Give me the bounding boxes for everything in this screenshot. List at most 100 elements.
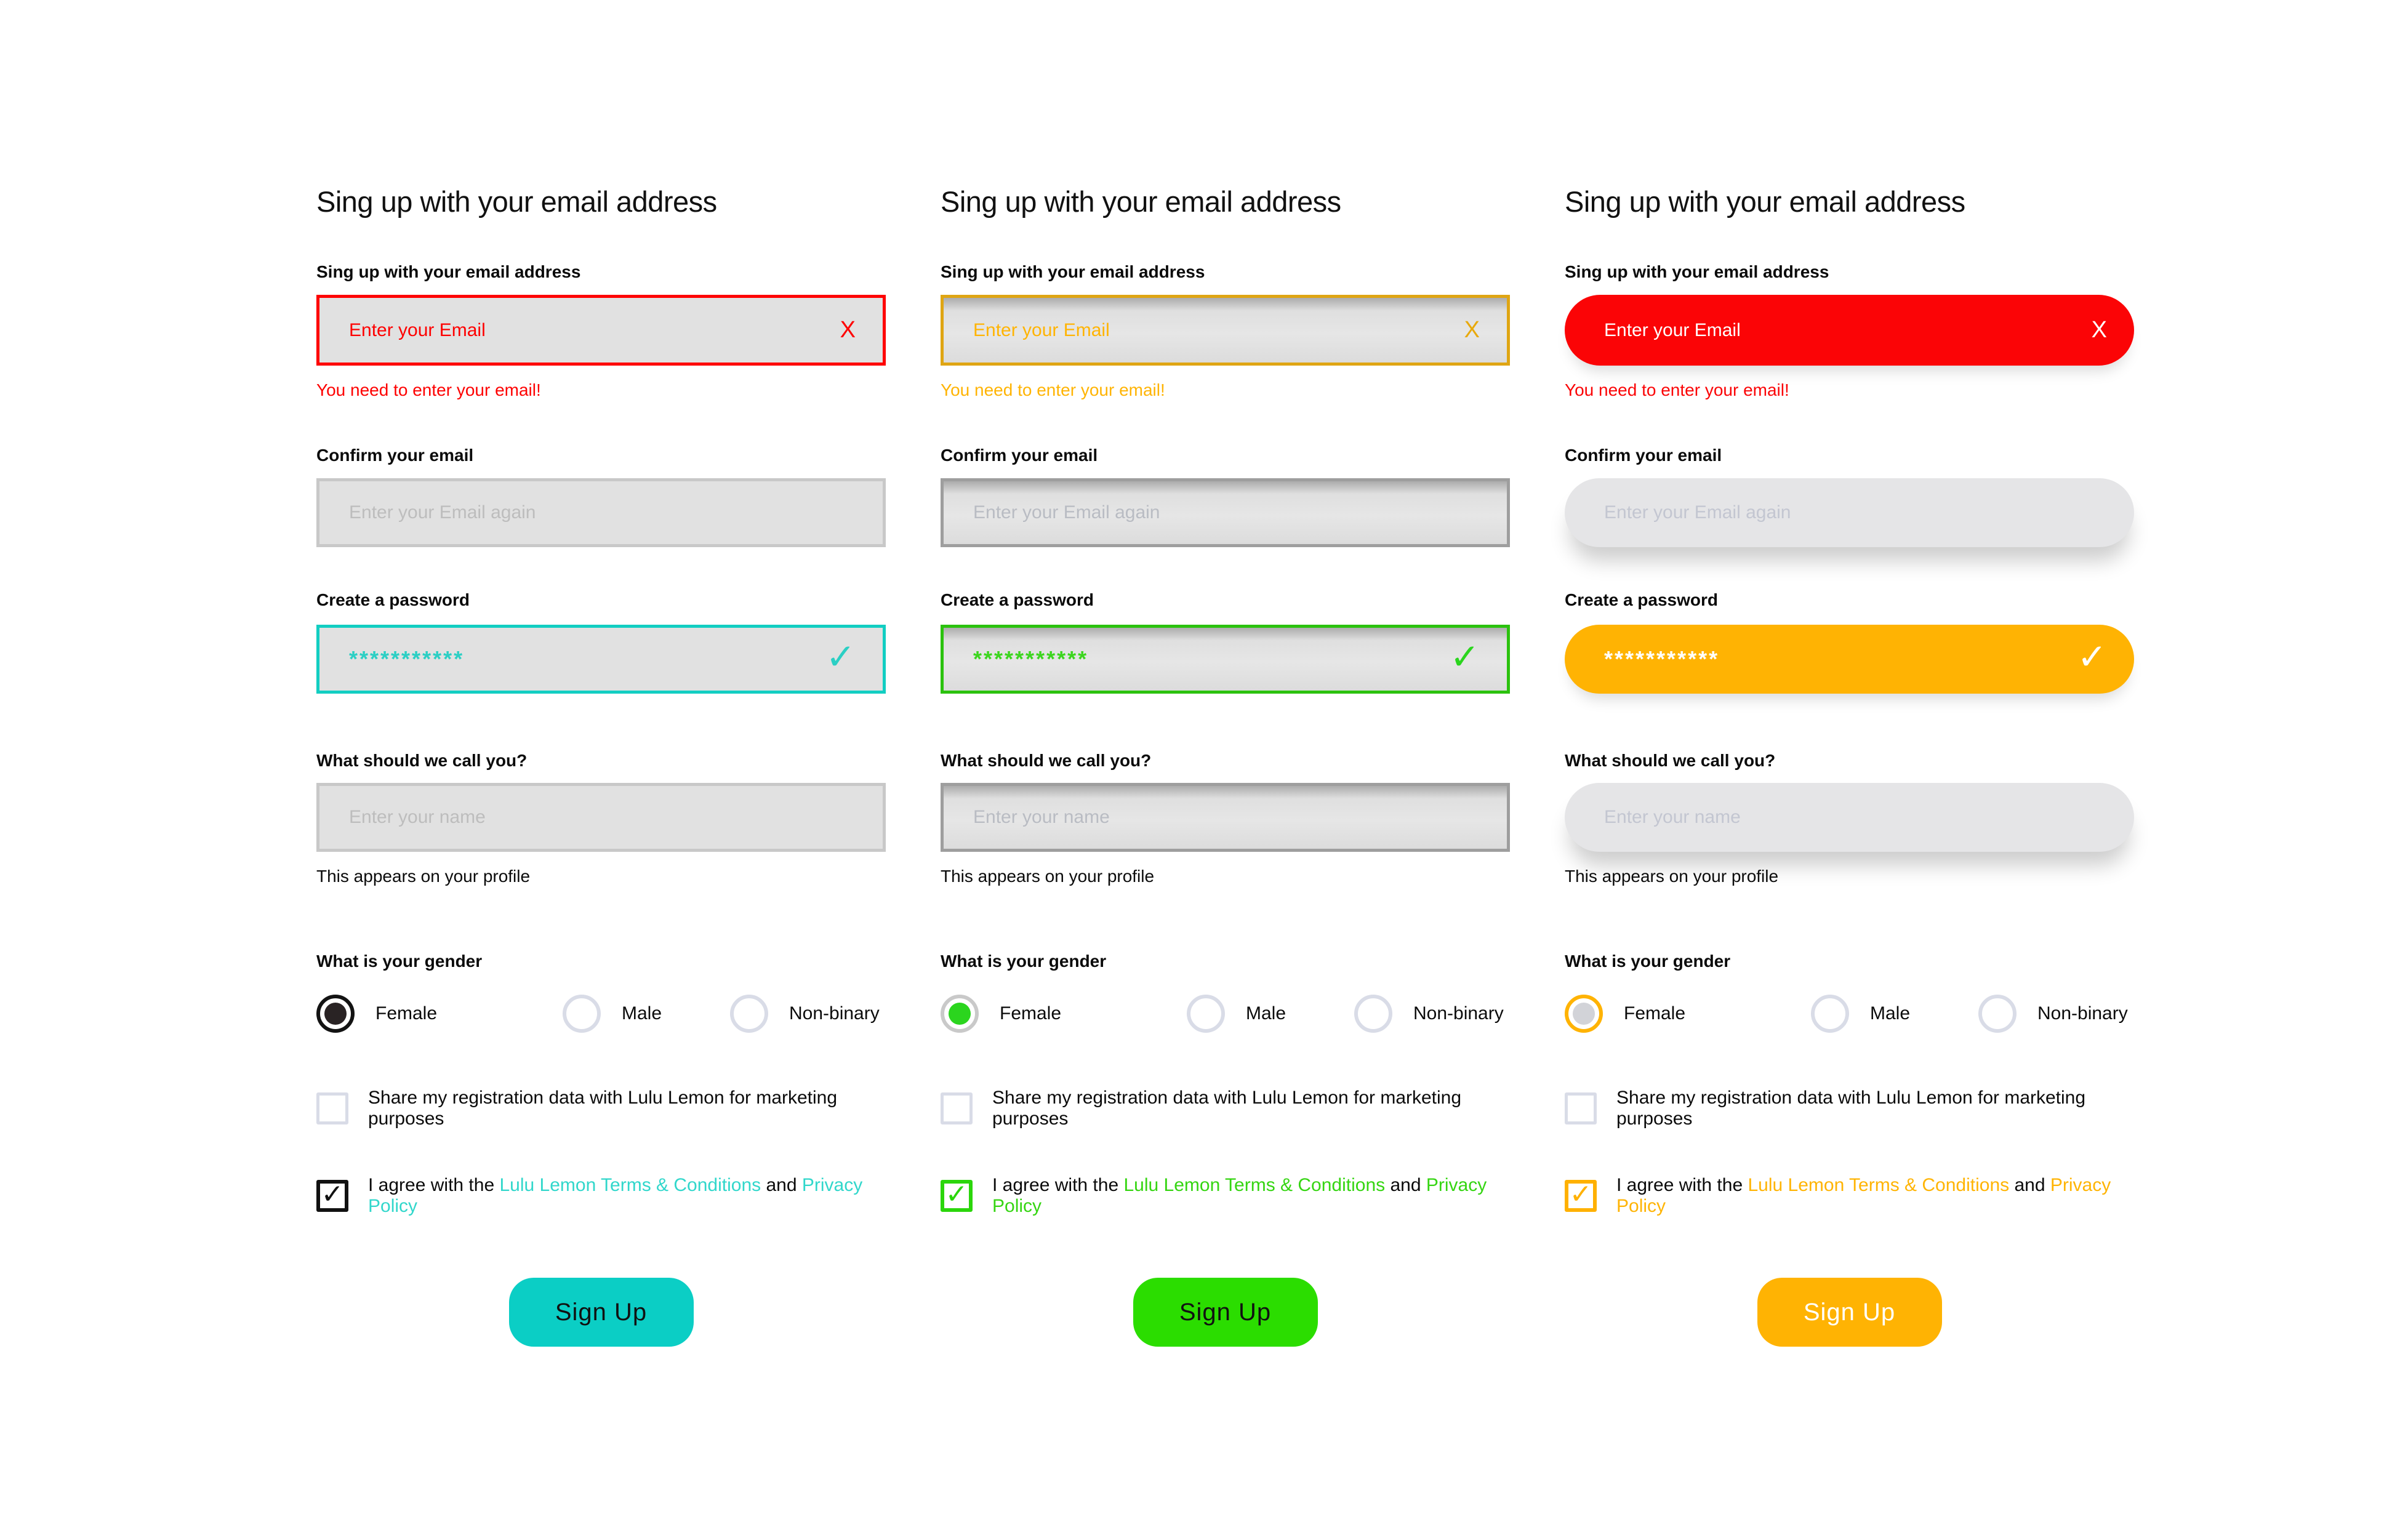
radio-button-icon: [1811, 995, 1849, 1033]
password-label: Create a password: [1565, 590, 1718, 609]
email-label: Sing up with your email address: [941, 262, 1205, 281]
gender-label: What is your gender: [1565, 952, 1731, 971]
share-data-row: ✓ Share my registration data with Lulu L…: [316, 1088, 886, 1129]
radio-button-icon: [1565, 995, 1603, 1033]
email-input[interactable]: Enter your Email X: [1565, 295, 2134, 366]
page-title: Sing up with your email address: [941, 185, 1341, 218]
radio-button-icon: [941, 995, 979, 1033]
gender-radio-male[interactable]: Male: [1187, 995, 1354, 1033]
terms-conditions-link[interactable]: Lulu Lemon Terms & Conditions: [1123, 1175, 1386, 1195]
gender-option-label: Non-binary: [2037, 1003, 2128, 1024]
email-input[interactable]: Enter your Email X: [941, 295, 1510, 366]
gender-option-label: Female: [1000, 1003, 1062, 1024]
name-input[interactable]: Enter your name: [316, 783, 886, 852]
agree-prefix: I agree with the: [368, 1175, 500, 1195]
radio-button-icon: [563, 995, 601, 1033]
password-input[interactable]: *********** ✓: [1565, 625, 2134, 694]
button-row: Sign Up: [316, 1278, 886, 1347]
email-input[interactable]: Enter your Email X: [316, 295, 886, 366]
agree-terms-text: I agree with the Lulu Lemon Terms & Cond…: [368, 1175, 886, 1217]
confirm-email-label: Confirm your email: [1565, 446, 1722, 465]
agree-terms-checkbox[interactable]: ✓: [941, 1180, 973, 1212]
signup-form-column: Sing up with your email address Sing up …: [316, 185, 886, 1347]
sign-up-button[interactable]: Sign Up: [1133, 1278, 1318, 1347]
name-helper-text: This appears on your profile: [941, 867, 1155, 886]
email-placeholder: Enter your Email: [1604, 319, 1741, 340]
gender-radio-female[interactable]: Female: [941, 995, 1187, 1033]
agree-terms-row: ✓ I agree with the Lulu Lemon Terms & Co…: [941, 1175, 1510, 1216]
name-input[interactable]: Enter your name: [1565, 783, 2134, 852]
sign-up-button[interactable]: Sign Up: [508, 1278, 694, 1347]
sign-up-button[interactable]: Sign Up: [1757, 1278, 1942, 1347]
radio-button-icon: [1187, 995, 1225, 1033]
gender-radio-female[interactable]: Female: [316, 995, 563, 1033]
terms-conditions-link[interactable]: Lulu Lemon Terms & Conditions: [499, 1175, 761, 1195]
confirm-email-input[interactable]: Enter your Email again: [1565, 478, 2134, 547]
gender-option-label: Male: [622, 1003, 662, 1024]
confirm-email-label: Confirm your email: [941, 446, 1098, 465]
agree-prefix: I agree with the: [992, 1175, 1124, 1195]
gender-label: What is your gender: [316, 952, 483, 971]
checkmark-icon: ✓: [1569, 1179, 1592, 1209]
privacy-policy-link[interactable]: Privacy Policy: [368, 1175, 868, 1216]
name-label: What should we call you?: [1565, 751, 1776, 770]
email-error-text: You need to enter your email!: [316, 380, 541, 399]
privacy-policy-link[interactable]: Privacy Policy: [1616, 1175, 2116, 1216]
radio-button-icon: [316, 995, 355, 1033]
agree-middle: and: [761, 1175, 802, 1195]
confirm-email-placeholder: Enter your Email again: [1604, 502, 1791, 523]
email-placeholder: Enter your Email: [349, 319, 486, 340]
password-input[interactable]: *********** ✓: [941, 625, 1510, 694]
share-data-checkbox[interactable]: ✓: [941, 1092, 973, 1124]
email-label: Sing up with your email address: [1565, 262, 1829, 281]
agree-terms-checkbox[interactable]: ✓: [316, 1180, 348, 1212]
valid-check-icon: ✓: [825, 637, 856, 677]
confirm-email-placeholder: Enter your Email again: [973, 502, 1160, 523]
button-row: Sign Up: [941, 1278, 1510, 1347]
signup-form-column: Sing up with your email address Sing up …: [941, 185, 1510, 1347]
share-data-text: Share my registration data with Lulu Lem…: [1616, 1088, 2091, 1129]
name-placeholder: Enter your name: [1604, 807, 1741, 827]
signup-form-column: Sing up with your email address Sing up …: [1565, 185, 2134, 1347]
terms-conditions-link[interactable]: Lulu Lemon Terms & Conditions: [1748, 1175, 2010, 1195]
agree-terms-checkbox[interactable]: ✓: [1565, 1180, 1597, 1212]
name-placeholder: Enter your name: [973, 807, 1110, 827]
share-data-row: ✓ Share my registration data with Lulu L…: [1565, 1088, 2134, 1129]
clear-x-icon: X: [1464, 317, 1480, 343]
gender-radio-female[interactable]: Female: [1565, 995, 1811, 1033]
name-input[interactable]: Enter your name: [941, 783, 1510, 852]
gender-radio-male[interactable]: Male: [1811, 995, 1978, 1033]
gender-option-label: Female: [375, 1003, 438, 1024]
agree-middle: and: [1385, 1175, 1426, 1195]
gender-radio-nonbinary[interactable]: Non-binary: [730, 995, 886, 1033]
page-title: Sing up with your email address: [316, 185, 717, 218]
agree-prefix: I agree with the: [1616, 1175, 1748, 1195]
name-helper-text: This appears on your profile: [1565, 867, 1779, 886]
password-input[interactable]: *********** ✓: [316, 625, 886, 694]
password-masked-value: ***********: [1604, 646, 1720, 671]
share-data-checkbox[interactable]: ✓: [1565, 1092, 1597, 1124]
gender-radio-row: Female Male Non-binary: [941, 993, 1510, 1034]
checkmark-icon: ✓: [945, 1179, 968, 1209]
email-error-text: You need to enter your email!: [1565, 380, 1789, 399]
agree-middle: and: [2009, 1175, 2050, 1195]
privacy-policy-link[interactable]: Privacy Policy: [992, 1175, 1492, 1216]
name-placeholder: Enter your name: [349, 807, 486, 827]
gender-radio-male[interactable]: Male: [563, 995, 730, 1033]
confirm-email-input[interactable]: Enter your Email again: [941, 478, 1510, 547]
clear-x-icon: X: [840, 317, 856, 343]
gender-radio-nonbinary[interactable]: Non-binary: [1354, 995, 1510, 1033]
agree-terms-row: ✓ I agree with the Lulu Lemon Terms & Co…: [316, 1175, 886, 1216]
password-label: Create a password: [941, 590, 1094, 609]
valid-check-icon: ✓: [2077, 637, 2107, 677]
agree-terms-text: I agree with the Lulu Lemon Terms & Cond…: [1616, 1175, 2134, 1217]
gender-radio-nonbinary[interactable]: Non-binary: [1978, 995, 2134, 1033]
email-error-text: You need to enter your email!: [941, 380, 1165, 399]
share-data-checkbox[interactable]: ✓: [316, 1092, 348, 1124]
radio-button-icon: [1978, 995, 2017, 1033]
confirm-email-label: Confirm your email: [316, 446, 474, 465]
confirm-email-input[interactable]: Enter your Email again: [316, 478, 886, 547]
name-label: What should we call you?: [941, 751, 1152, 770]
radio-button-icon: [730, 995, 768, 1033]
password-label: Create a password: [316, 590, 470, 609]
